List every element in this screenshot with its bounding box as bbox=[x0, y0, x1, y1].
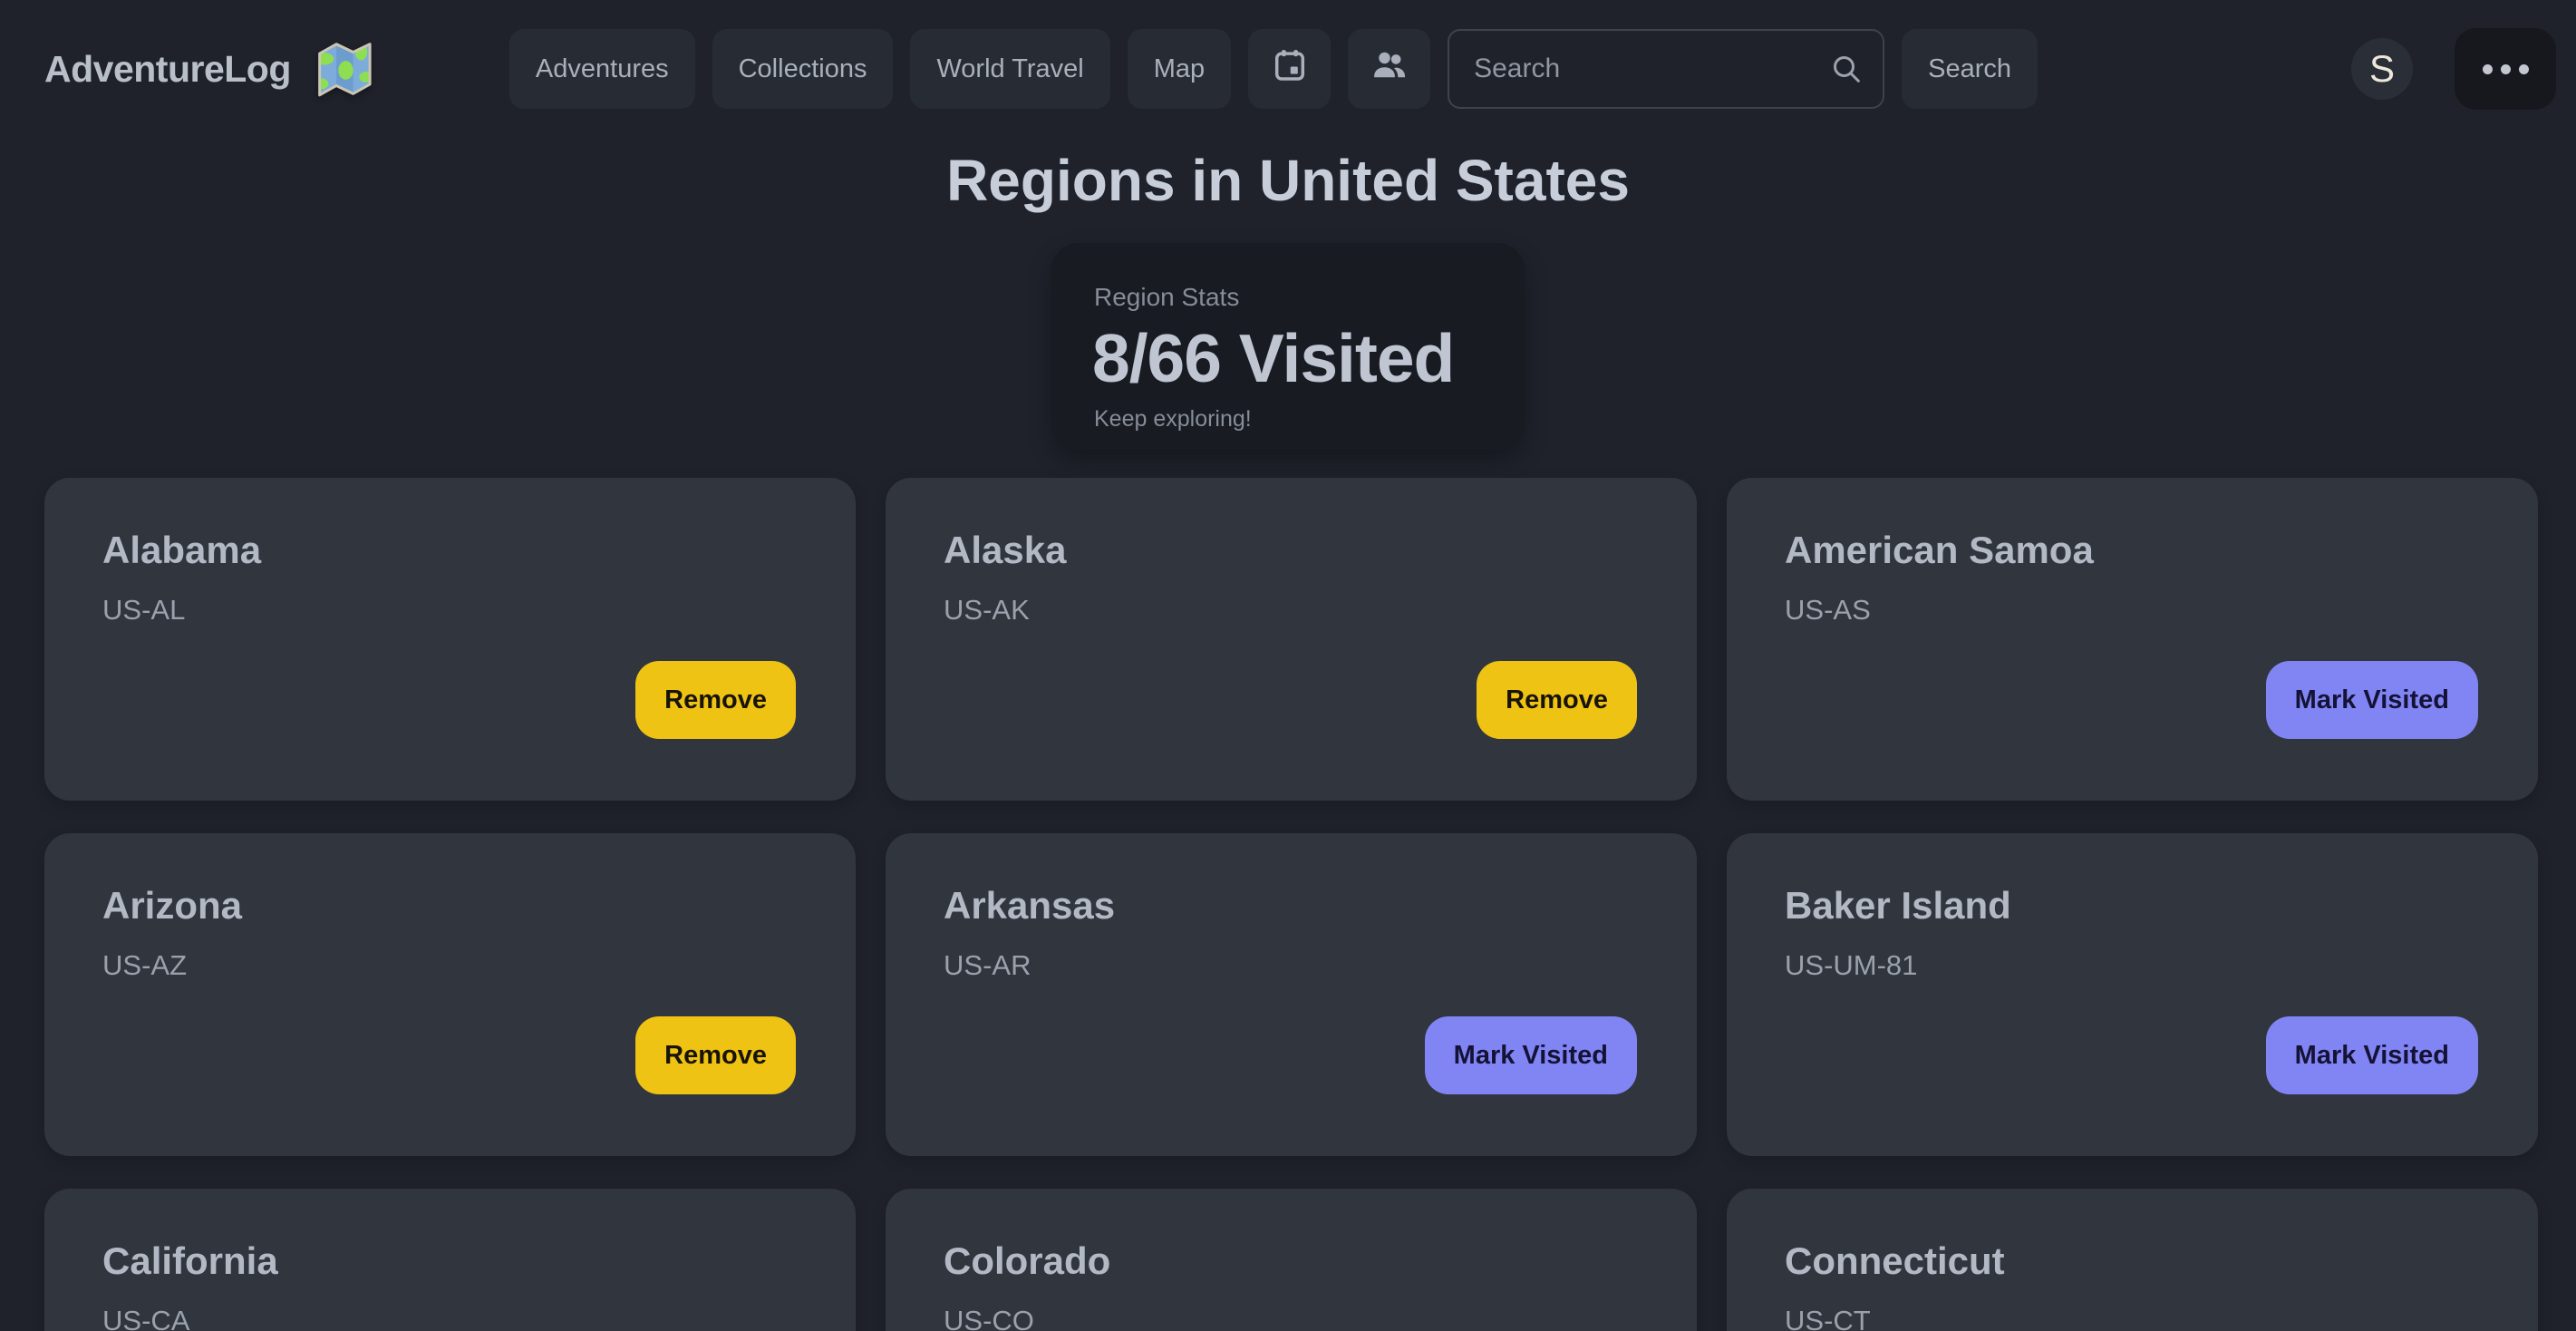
navbar: AdventureLog Adventures Collections bbox=[0, 0, 2576, 138]
calendar-button[interactable] bbox=[1248, 29, 1332, 109]
stats-label: Region Stats bbox=[1094, 283, 1240, 311]
ellipsis-icon bbox=[2482, 63, 2529, 74]
region-code: US-AL bbox=[102, 594, 186, 626]
regions-grid: Alabama US-AL Remove Alaska US-AK Remove… bbox=[44, 478, 2538, 1331]
region-code: US-AK bbox=[944, 594, 1030, 626]
app-logo[interactable]: AdventureLog bbox=[44, 35, 378, 102]
region-code: US-CO bbox=[944, 1305, 1034, 1331]
region-card: Alaska US-AK Remove bbox=[886, 478, 1697, 801]
search-input[interactable] bbox=[1448, 29, 1885, 109]
region-action-button[interactable]: Remove bbox=[1477, 661, 1637, 739]
users-icon bbox=[1370, 45, 1409, 92]
search-icon bbox=[1828, 51, 1864, 87]
navbar-right: S bbox=[2351, 28, 2556, 110]
region-name: Colorado bbox=[944, 1239, 1111, 1282]
region-code: US-AS bbox=[1785, 594, 1871, 626]
region-action-button[interactable]: Mark Visited bbox=[2265, 1016, 2478, 1094]
region-card: Alabama US-AL Remove bbox=[44, 478, 856, 801]
region-card: California US-CA bbox=[44, 1189, 856, 1331]
map-emoji-icon bbox=[311, 35, 378, 102]
region-action-button[interactable]: Mark Visited bbox=[2265, 661, 2478, 739]
app-title: AdventureLog bbox=[44, 47, 291, 90]
stats-subtext: Keep exploring! bbox=[1094, 406, 1252, 432]
region-name: California bbox=[102, 1239, 278, 1282]
region-code: US-CT bbox=[1785, 1305, 1871, 1331]
region-action-button[interactable]: Remove bbox=[635, 1016, 796, 1094]
region-code: US-CA bbox=[102, 1305, 190, 1331]
region-card: American Samoa US-AS Mark Visited bbox=[1727, 478, 2538, 801]
region-name: Alabama bbox=[102, 529, 262, 571]
region-name: Alaska bbox=[944, 529, 1067, 571]
region-name: American Samoa bbox=[1785, 529, 2094, 571]
region-card: Arizona US-AZ Remove bbox=[44, 833, 856, 1156]
region-card: Baker Island US-UM-81 Mark Visited bbox=[1727, 833, 2538, 1156]
region-stats-card: Region Stats 8/66 Visited Keep exploring… bbox=[1051, 243, 1525, 450]
nav-menu: Adventures Collections World Travel Map bbox=[508, 29, 2038, 109]
search-field-wrap bbox=[1448, 29, 1885, 109]
region-code: US-AZ bbox=[102, 949, 187, 981]
nav-collections-button[interactable]: Collections bbox=[712, 29, 894, 109]
more-button[interactable] bbox=[2455, 28, 2556, 110]
region-name: Arizona bbox=[102, 884, 243, 927]
nav-adventures-button[interactable]: Adventures bbox=[508, 29, 695, 109]
nav-world-travel-button[interactable]: World Travel bbox=[910, 29, 1110, 109]
region-card: Colorado US-CO bbox=[886, 1189, 1697, 1331]
region-name: Connecticut bbox=[1785, 1239, 2005, 1282]
region-action-button[interactable]: Mark Visited bbox=[1424, 1016, 1637, 1094]
page-title: Regions in United States bbox=[946, 148, 1630, 213]
region-code: US-UM-81 bbox=[1785, 949, 1918, 981]
nav-map-button[interactable]: Map bbox=[1127, 29, 1232, 109]
region-action-button[interactable]: Remove bbox=[635, 661, 796, 739]
region-code: US-AR bbox=[944, 949, 1031, 981]
avatar[interactable]: S bbox=[2351, 38, 2413, 100]
region-card: Connecticut US-CT bbox=[1727, 1189, 2538, 1331]
calendar-icon bbox=[1270, 45, 1310, 92]
search-button[interactable]: Search bbox=[1902, 29, 2038, 109]
region-name: Baker Island bbox=[1785, 884, 2011, 927]
region-name: Arkansas bbox=[944, 884, 1116, 927]
stats-value: 8/66 Visited bbox=[1092, 320, 1455, 396]
region-card: Arkansas US-AR Mark Visited bbox=[886, 833, 1697, 1156]
users-button[interactable] bbox=[1348, 29, 1431, 109]
